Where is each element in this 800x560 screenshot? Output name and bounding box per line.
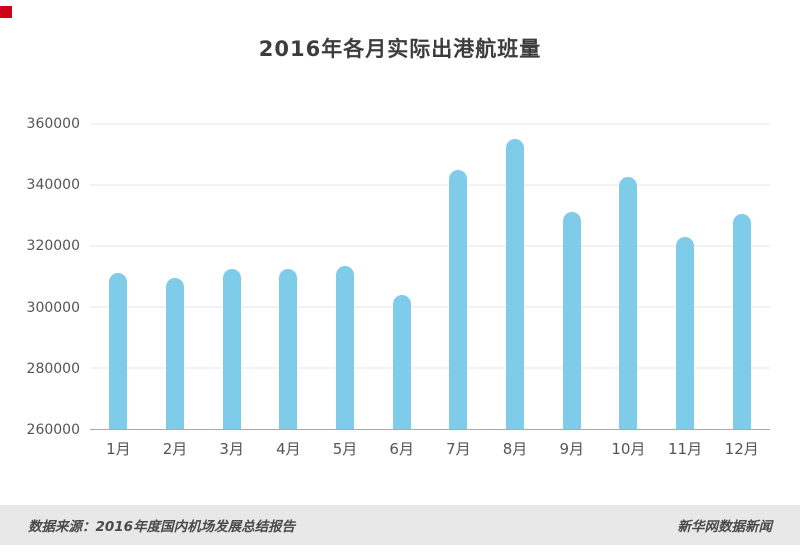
x-tick-label: 11月 [668,440,703,458]
x-tick-label: 6月 [389,440,414,458]
bar-slot [147,124,204,429]
gridline [90,306,770,308]
bar-month-11 [676,236,695,429]
y-tick-label: 360000 [26,116,80,132]
bar-slot [90,124,147,429]
chart-title: 2016年各月实际出港航班量 [258,37,542,61]
x-tick-label: 4月 [276,440,301,458]
bar-month-4 [279,268,298,429]
bar-month-7 [449,169,468,429]
bar-slot [657,124,714,429]
bar-month-9 [562,212,581,429]
bar-slot [543,124,600,429]
x-tick-label: 8月 [502,440,528,458]
y-tick-label: 260000 [26,422,80,438]
data-source-text: 数据来源：2016年度国内机场发展总结报告 [28,519,296,535]
y-tick-label: 280000 [26,360,80,377]
bar-month-10 [619,177,638,429]
plot-area [90,123,770,430]
bar-month-1 [109,273,128,429]
bar-month-8 [506,139,525,429]
bar-month-5 [336,265,355,429]
bar-month-6 [392,294,411,429]
bar-slot [373,124,430,429]
footer-bar: 数据来源：2016年度国内机场发展总结报告 新华网数据新闻 [0,505,800,545]
x-tick-label: 5月 [332,440,358,458]
bar-slot [203,124,260,429]
bar-slot [487,124,544,429]
gridline [90,245,770,247]
bar-month-2 [166,278,184,429]
x-tick-label: 2月 [162,440,188,458]
y-tick-label: 340000 [26,177,80,194]
y-tick-label: 320000 [26,238,80,255]
gridline [90,367,770,369]
bar-month-12 [732,213,751,429]
x-tick-label: 9月 [559,440,584,458]
x-tick-label: 3月 [219,440,244,458]
gridline [90,184,770,186]
gridlines [90,123,770,429]
gridline [90,123,770,125]
x-axis-labels: 1月 2月 3月 4月 5月 6月 7月 8月 9月 10月 11月 12月 [90,438,770,460]
credit-text: 新华网数据新闻 [677,519,773,535]
bar-slot [713,124,770,429]
x-tick-label: 12月 [724,440,759,458]
x-tick-label: 10月 [611,440,646,458]
bar-month-3 [222,268,241,429]
bar-slot [317,124,374,429]
bar-slot [430,124,487,429]
bar-slot [260,124,317,429]
y-axis-labels: 260000 280000 300000 320000 340000 360000 [0,116,80,438]
x-tick-label: 7月 [446,440,471,458]
brand-logo-mark [0,6,12,18]
y-tick-label: 300000 [26,299,80,316]
bar-series [90,124,770,429]
bar-slot [600,124,657,429]
x-tick-label: 1月 [106,440,131,458]
